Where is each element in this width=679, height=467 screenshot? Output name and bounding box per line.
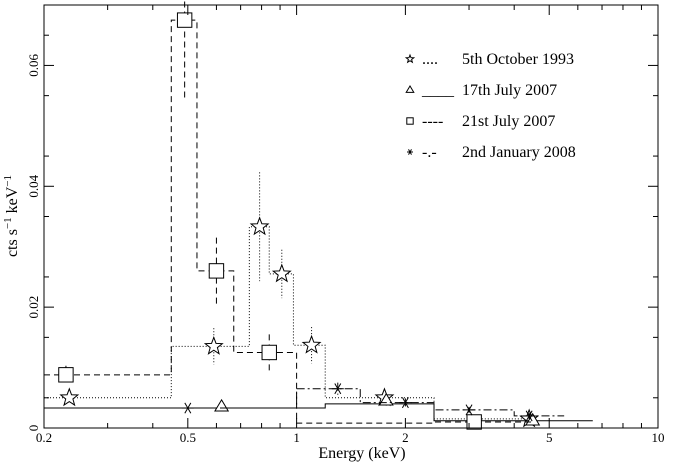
x-tick-label: 5 xyxy=(546,430,553,445)
data-point-asterisk xyxy=(181,402,194,414)
data-point-square xyxy=(466,414,482,430)
tick-layer: 0.2 0.5 1 2 5 10 0 0.02 0.04 0.06 xyxy=(26,5,665,445)
y-axis-label-sup-b: −1 xyxy=(2,175,14,187)
y-tick-label: 0.04 xyxy=(26,174,41,197)
data-point-asterisk xyxy=(523,410,536,422)
legend-marker-triangle xyxy=(405,85,415,93)
series-line-square xyxy=(44,19,533,424)
legend-prefix: ____ xyxy=(421,82,455,99)
plot-frame xyxy=(43,4,659,429)
y-axis-label-part-b: keV xyxy=(4,186,21,217)
legend-prefix: .... xyxy=(422,51,438,68)
data-point-square xyxy=(176,12,193,28)
data-point-asterisk xyxy=(463,404,476,416)
legend-label: 2nd January 2008 xyxy=(462,144,576,161)
series-square xyxy=(44,0,533,430)
y-tick-label: 0 xyxy=(26,425,41,432)
legend-item-square: ---- 21st July 2007 xyxy=(406,113,555,130)
legend-label: 21st July 2007 xyxy=(462,113,555,130)
data-point-star xyxy=(301,334,322,354)
legend-marker-star xyxy=(404,53,416,64)
series-triangle xyxy=(44,392,593,426)
x-tick-label: 2 xyxy=(402,430,409,445)
data-point-star xyxy=(203,335,224,355)
data-point-star xyxy=(271,263,292,283)
legend-item-triangle: ____ 17th July 2007 xyxy=(405,82,557,99)
legend-marker-square xyxy=(406,117,414,125)
data-point-square xyxy=(261,344,277,361)
series-star xyxy=(44,172,540,428)
y-axis-label: cts s−1 keV−1 xyxy=(2,175,21,257)
series-line-asterisk xyxy=(44,388,565,417)
series-line-star xyxy=(44,226,533,420)
y-tick-label: 0.06 xyxy=(26,54,41,77)
data-point-square xyxy=(58,367,74,383)
x-tick-label: 0.2 xyxy=(36,430,52,445)
legend-label: 5th October 1993 xyxy=(462,51,574,68)
series-line-triangle xyxy=(44,403,593,422)
legend-label: 17th July 2007 xyxy=(462,82,557,99)
legend-item-star: .... 5th October 1993 xyxy=(404,51,574,68)
legend-prefix: ---- xyxy=(422,113,443,130)
legend-marker-asterisk xyxy=(407,149,413,155)
y-axis-label-sup-a: −1 xyxy=(2,217,14,229)
y-tick-label: 0.02 xyxy=(26,296,41,319)
series-asterisk xyxy=(44,382,565,422)
data-point-asterisk xyxy=(399,397,412,409)
x-tick-label: 0.5 xyxy=(180,430,196,445)
data-point-star xyxy=(59,387,80,407)
x-tick-label: 1 xyxy=(293,430,300,445)
data-point-asterisk xyxy=(331,383,344,395)
x-tick-label: 10 xyxy=(652,430,665,445)
legend-item-asterisk: -.- 2nd January 2008 xyxy=(407,144,576,161)
data-point-square xyxy=(208,263,225,279)
legend: .... 5th October 1993 ____ 17th July 2007 --… xyxy=(404,51,576,161)
data-point-triangle xyxy=(214,398,230,412)
y-axis-label-part-a: cts s xyxy=(4,229,21,257)
x-axis-label: Energy (keV) xyxy=(318,445,405,462)
series-layer xyxy=(44,0,593,430)
legend-prefix: -.- xyxy=(422,144,437,161)
data-point-star xyxy=(249,216,270,236)
